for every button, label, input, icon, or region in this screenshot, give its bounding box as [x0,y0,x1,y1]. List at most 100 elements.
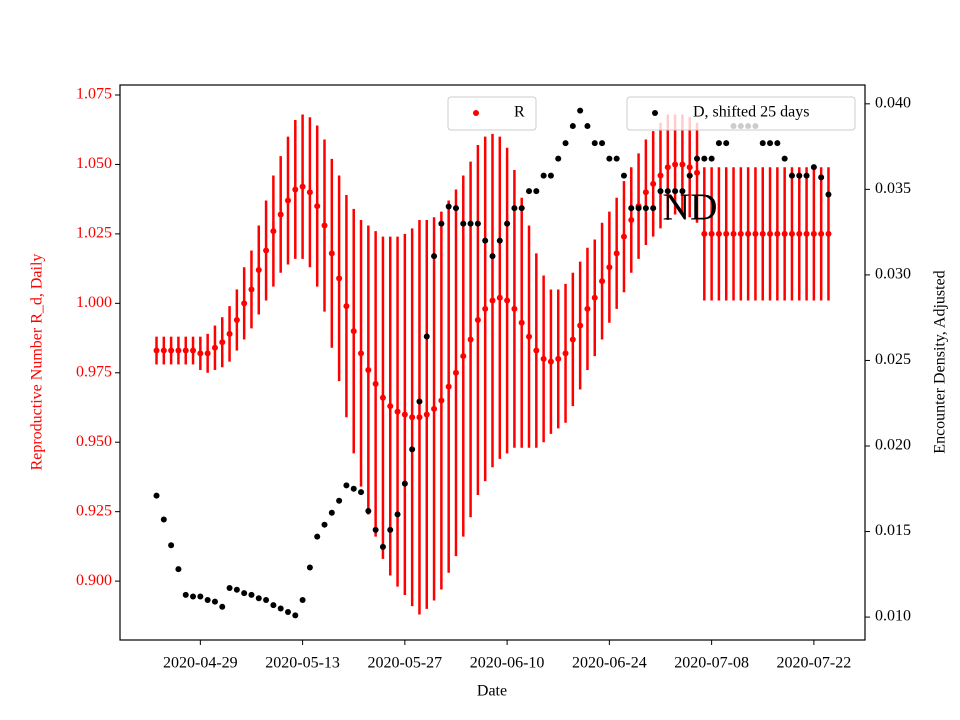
point [628,217,635,223]
point [547,358,554,365]
point [416,398,423,405]
point [650,205,657,212]
point [701,230,708,237]
point [642,189,649,196]
point [555,155,562,162]
point [270,602,277,609]
point [577,107,584,114]
point [496,237,503,244]
point [686,172,693,179]
y2-tick-label: 0.010 [875,608,911,625]
point [190,347,197,354]
point [394,408,401,415]
point [379,543,386,550]
point [818,230,825,237]
point [328,509,335,516]
point [460,353,467,360]
point [620,233,627,240]
point [438,397,445,404]
point [343,482,350,489]
point [306,564,313,571]
x-axis-label: Date [477,683,507,700]
point [518,319,525,326]
point [584,305,591,312]
point [219,603,226,610]
point [803,172,810,179]
point [533,347,540,354]
point [168,347,175,354]
y2-tick-label: 0.020 [875,437,911,454]
point [241,300,248,307]
point [723,230,730,237]
point [759,230,766,237]
point [788,172,795,179]
point [306,189,313,196]
point [796,172,803,179]
point [708,155,715,162]
point [321,222,328,229]
point [365,367,372,373]
x-tick-label: 2020-06-10 [470,655,545,672]
point [664,188,671,195]
point [182,347,189,354]
point [752,230,759,237]
y-tick-label: 0.950 [76,433,112,450]
point [423,333,430,340]
y-tick-label: 0.975 [76,363,112,380]
point [263,596,270,603]
point [452,205,459,212]
y-tick-label: 0.925 [76,502,112,519]
point [504,297,511,304]
y-tick-label: 1.000 [76,294,112,311]
x-tick-label: 2020-07-08 [674,655,749,672]
point [788,230,795,237]
point [774,140,781,147]
point [613,250,620,257]
point [672,188,679,195]
point [394,511,401,518]
point [679,161,686,168]
point [467,336,474,343]
point [372,380,379,387]
point [657,172,664,179]
point [606,155,613,162]
point [606,264,613,271]
point [160,347,167,354]
point [409,446,416,453]
point [715,230,722,237]
point [190,593,197,600]
y2-tick-label: 0.030 [875,266,911,283]
y-tick-label: 0.900 [76,572,112,589]
point [759,140,766,147]
point [358,489,365,496]
point [409,414,416,421]
point [591,140,598,147]
point [387,403,394,410]
point [474,220,481,227]
point [664,164,671,171]
point [496,294,503,301]
legend-marker [473,110,479,116]
point [263,247,270,254]
point [482,305,489,312]
point [511,205,518,212]
point [803,230,810,237]
point [489,253,496,260]
point [569,123,576,130]
point [328,250,335,257]
point [336,497,343,504]
annotation: ND [663,187,718,229]
point [460,220,467,227]
point [197,350,204,357]
point [628,205,635,212]
point [767,230,774,237]
point [620,172,627,179]
point [526,333,533,340]
point [642,205,649,212]
point [504,220,511,227]
point [562,140,569,147]
point [321,521,328,528]
point [518,205,525,212]
point [284,197,291,204]
point [540,355,547,362]
